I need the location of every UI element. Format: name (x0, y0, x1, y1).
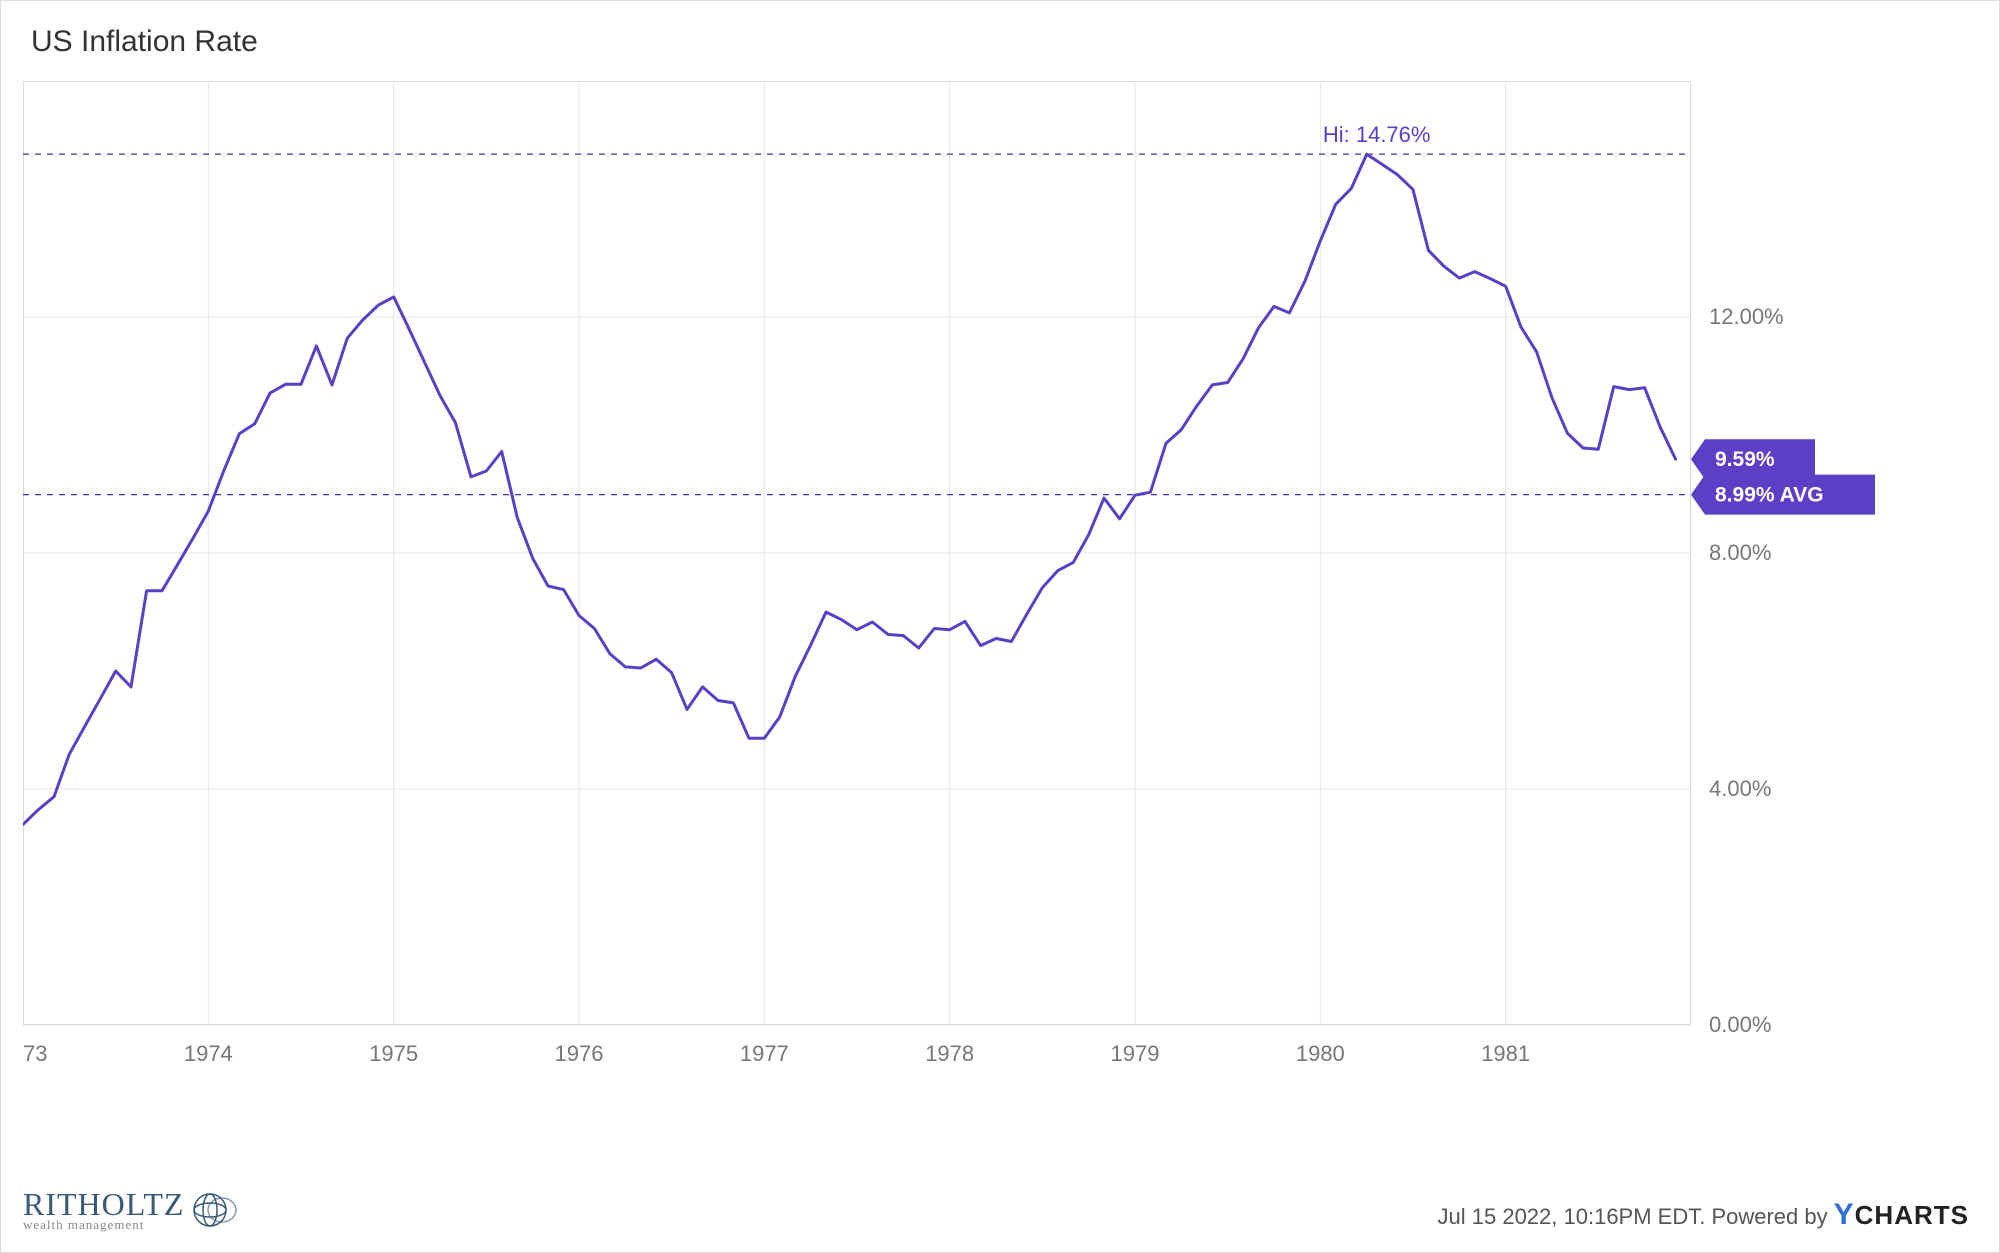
page-title: US Inflation Rate (31, 25, 258, 59)
line-chart: 0.00% 4.00% 8.00% 12.00% 1973 1974 1975 1976 197… (23, 81, 1981, 1081)
x-tick-label: 1977 (740, 1041, 789, 1066)
timestamp: Jul 15 2022, 10:16PM EDT. Powered by (1438, 1204, 1828, 1230)
y-tick-label: 8.00% (1709, 540, 1771, 565)
value-flag-text: 8.99% AVG (1715, 484, 1824, 507)
y-tick-label: 0.00% (1709, 1012, 1771, 1037)
hi-label: Hi: 14.76% (1323, 122, 1431, 147)
y-tick-label: 12.00% (1709, 304, 1784, 329)
x-tick-label: 1978 (925, 1041, 974, 1066)
globe-icon (190, 1188, 242, 1232)
inflation-line (23, 154, 1676, 824)
x-tick-label: 1981 (1481, 1041, 1530, 1066)
y-tick-label: 4.00% (1709, 776, 1771, 801)
x-tick-label: 1980 (1296, 1041, 1345, 1066)
x-tick-label: 1979 (1111, 1041, 1160, 1066)
footer: RITHOLTZ wealth management Jul 15 2022, … (23, 1188, 1969, 1232)
x-tick-label: 1976 (555, 1041, 604, 1066)
brand-logo: RITHOLTZ wealth management (23, 1188, 242, 1232)
ycharts-logo: YCHARTS (1834, 1198, 1969, 1232)
chart-frame: US Inflation Rate 0.00% 4.00% 8.00% 12.00% 1… (0, 0, 2000, 1253)
credit: Jul 15 2022, 10:16PM EDT. Powered by YCH… (1438, 1198, 1969, 1232)
x-tick-label: 1974 (184, 1041, 233, 1066)
chart-area: 0.00% 4.00% 8.00% 12.00% 1973 1974 1975 1976 197… (23, 81, 1981, 1081)
value-flag-text: 9.59% (1715, 448, 1775, 471)
x-tick-label: 1973 (23, 1041, 47, 1066)
brand-name: RITHOLTZ (23, 1190, 184, 1219)
x-tick-label: 1975 (369, 1041, 418, 1066)
